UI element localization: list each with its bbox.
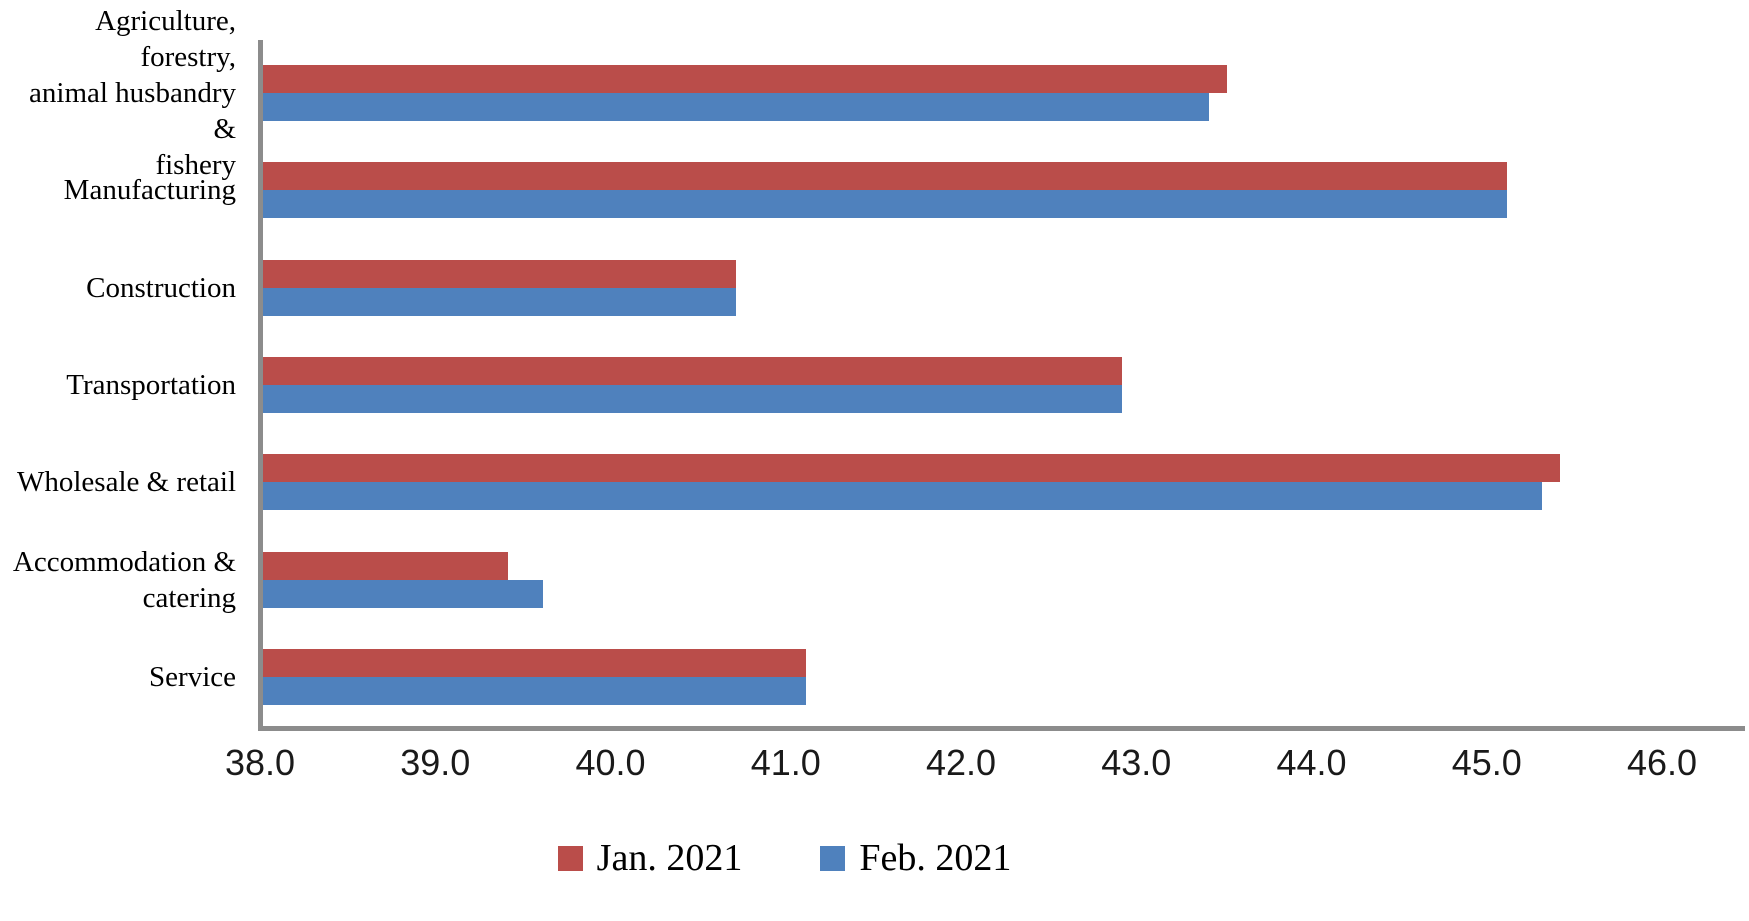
legend-label: Feb. 2021 xyxy=(859,837,1012,879)
category-label: Accommodation & catering xyxy=(0,531,236,628)
bar-feb-2021-construction xyxy=(263,287,737,316)
bar-feb-2021-accommodation-catering xyxy=(263,579,544,608)
category-label: Agriculture, forestry, animal husbandry &… xyxy=(0,5,236,181)
x-tick-label: 43.0 xyxy=(1101,742,1172,783)
category-label: Manufacturing xyxy=(0,141,236,238)
legend-swatch-icon xyxy=(820,845,846,871)
category-label-line: catering xyxy=(142,581,236,614)
y-axis-line xyxy=(258,40,263,730)
category-label: Construction xyxy=(0,239,236,336)
category-label: Wholesale & retail xyxy=(0,434,236,531)
category-label-line: animal husbandry & xyxy=(29,76,236,145)
bar-jan-2021-transportation xyxy=(263,357,1122,385)
x-tick-label: 38.0 xyxy=(224,742,296,783)
bar-jan-2021-service xyxy=(263,649,807,678)
bar-jan-2021-agriculture-forestry-animal-husbandry-fishery xyxy=(263,64,1227,93)
category-label-line: fishery xyxy=(155,148,236,181)
category-label-line: Wholesale & retail xyxy=(16,466,236,499)
x-tick-label: 45.0 xyxy=(1451,742,1522,783)
bar-jan-2021-construction xyxy=(263,259,737,288)
legend-item-jan-2021: Jan. 2021 xyxy=(557,836,743,880)
x-tick-label: 46.0 xyxy=(1626,742,1698,783)
legend-label: Jan. 2021 xyxy=(596,837,743,879)
x-axis-line xyxy=(258,726,1745,731)
category-label-line: Construction xyxy=(86,271,236,304)
legend-item-feb-2021: Feb. 2021 xyxy=(820,836,1011,880)
category-label: Transportation xyxy=(0,336,236,433)
category-label-line: Service xyxy=(149,661,236,694)
bar-jan-2021-manufacturing xyxy=(263,162,1508,191)
category-label-line: Transportation xyxy=(66,368,236,401)
legend-swatch-icon xyxy=(557,845,583,871)
bar-feb-2021-wholesale-retail xyxy=(263,482,1543,511)
bar-jan-2021-wholesale-retail xyxy=(263,454,1560,483)
x-tick-label: 39.0 xyxy=(400,742,471,783)
category-label-line: Agriculture, forestry, xyxy=(95,4,236,73)
bar-feb-2021-manufacturing xyxy=(263,190,1508,219)
bar-feb-2021-agriculture-forestry-animal-husbandry-fishery xyxy=(263,92,1210,121)
legend: Jan. 2021 Feb. 2021 xyxy=(0,836,1749,880)
category-label-line: Accommodation & xyxy=(12,545,236,578)
x-tick-label: 42.0 xyxy=(925,742,997,783)
category-label: Service xyxy=(0,629,236,726)
x-tick-label: 40.0 xyxy=(575,742,646,783)
x-tick-label: 41.0 xyxy=(750,742,821,783)
bar-feb-2021-transportation xyxy=(263,385,1122,413)
bar-jan-2021-accommodation-catering xyxy=(263,551,509,580)
x-tick-label: 44.0 xyxy=(1276,742,1347,783)
category-label-line: Manufacturing xyxy=(63,174,236,207)
bar-feb-2021-service xyxy=(263,677,807,706)
